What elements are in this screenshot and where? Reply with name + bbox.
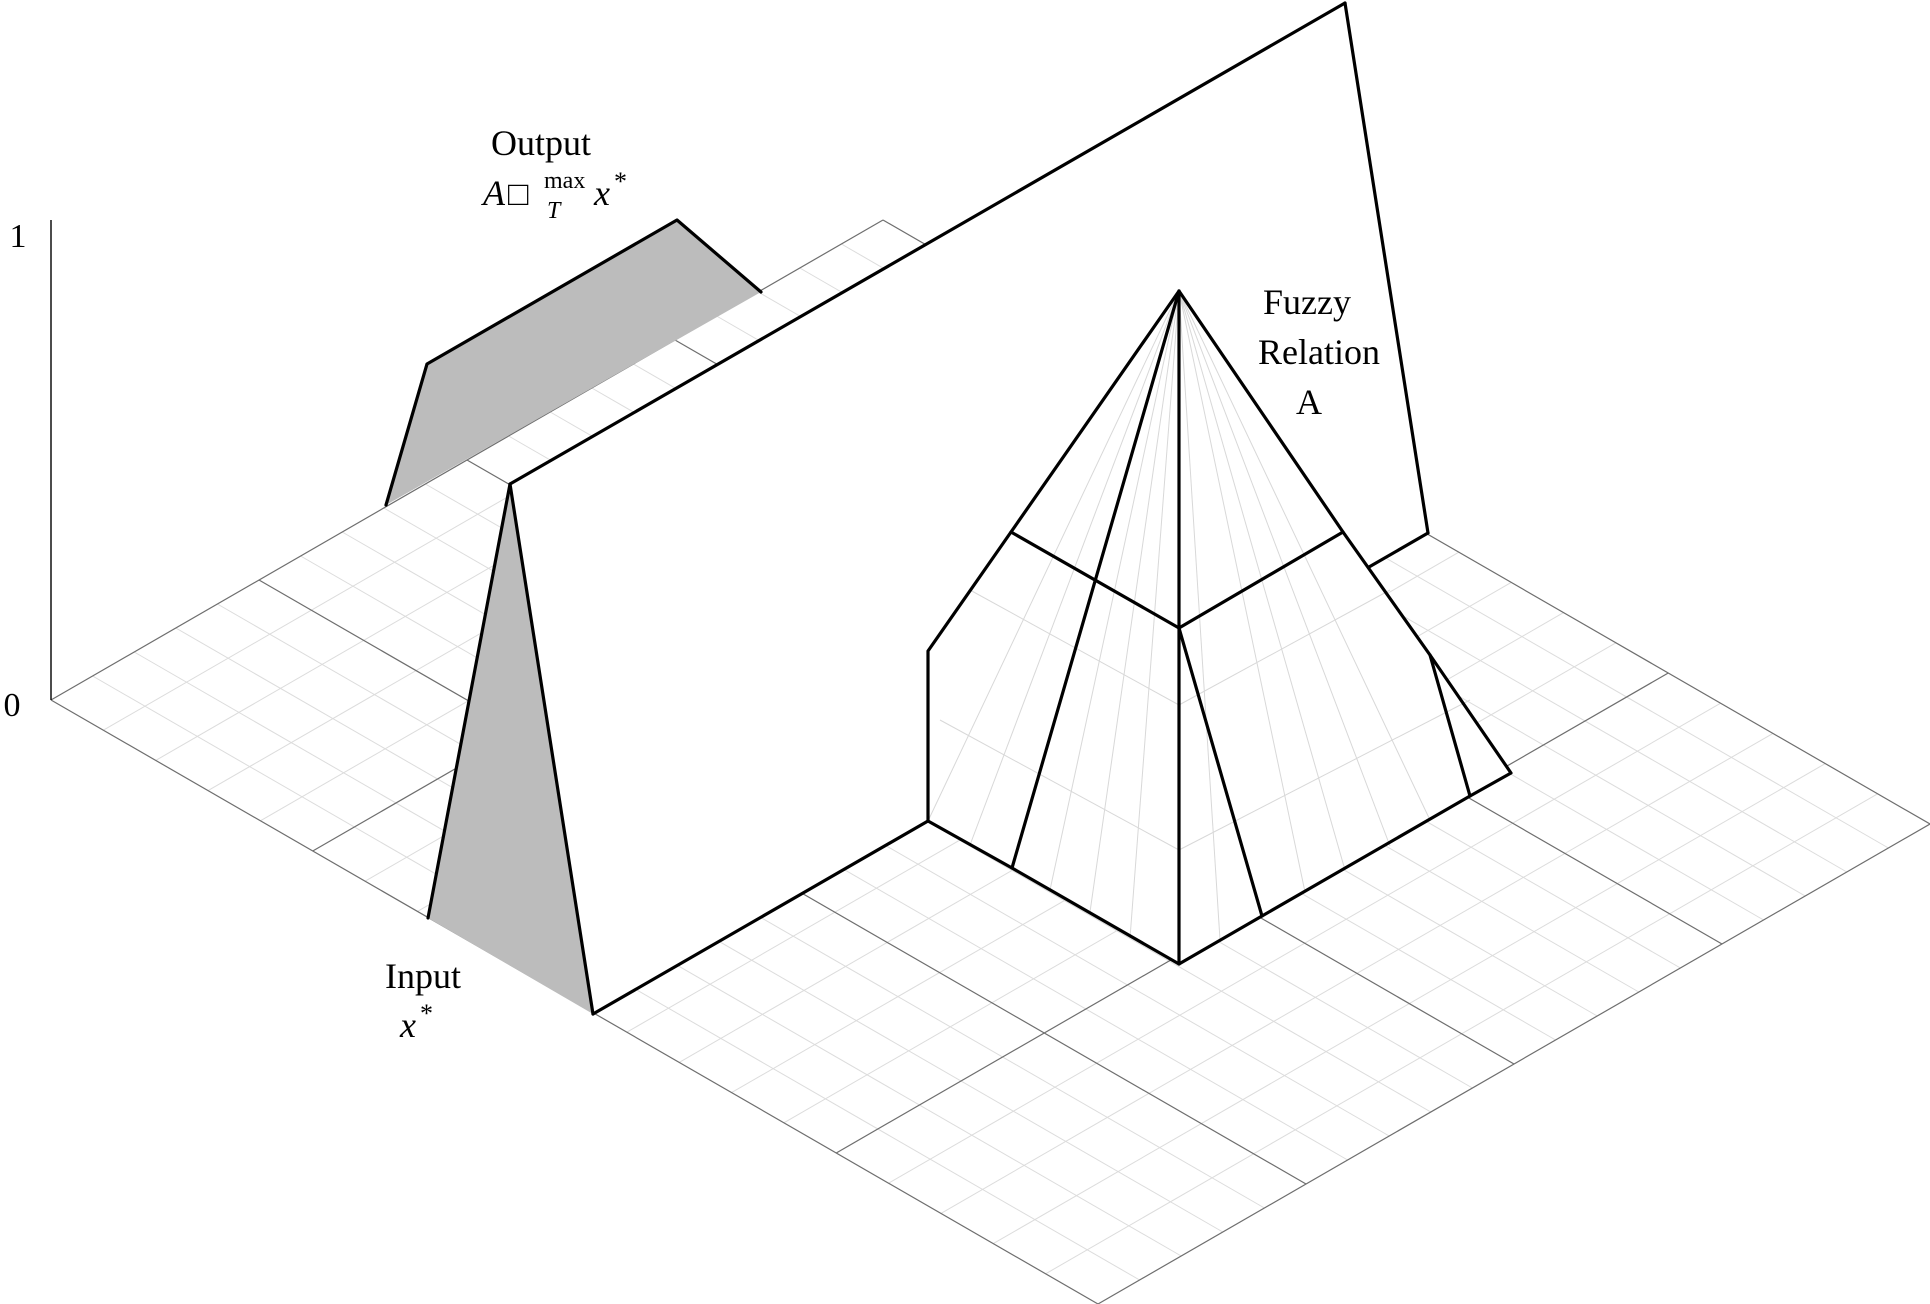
pyramid-right-lower-ridge: [1177, 626, 1264, 918]
prism-base-edge-back: [1367, 531, 1430, 569]
output-label: Output A □ max T x *: [481, 123, 627, 224]
output-outline: [384, 218, 763, 507]
tick-label-zero: 0: [4, 687, 21, 724]
prism-base-edge-front: [591, 819, 930, 1016]
output-title: Output: [491, 123, 591, 163]
axis-labels: 1 0: [4, 218, 27, 724]
input-extension-prism: [426, 1, 1430, 1016]
relation-label-line1: Fuzzy: [1263, 282, 1351, 322]
input-title: Input: [385, 956, 461, 996]
input-shaded-area: [428, 484, 593, 1014]
input-star: *: [420, 999, 433, 1028]
prism-ridge-edge: [508, 1, 1347, 486]
pyramid-mesh-line: [939, 719, 1180, 851]
prism-back-edge: [1343, 1, 1430, 535]
output-membership-shape: [384, 218, 763, 507]
pyramid-mesh-line: [1178, 589, 1391, 706]
fuzzy-relation-pyramid: [926, 289, 1513, 966]
output-formula-superscript: max: [544, 168, 585, 194]
floor-grid-line-major: [1097, 823, 1930, 1304]
output-formula-subscript: T: [547, 198, 562, 224]
pyramid-mesh-line: [1178, 290, 1391, 847]
input-label: Input x *: [385, 956, 461, 1045]
prism-face: [510, 3, 1428, 1014]
relation-label-line2: Relation: [1258, 332, 1380, 372]
input-variable: x: [399, 1005, 416, 1045]
output-formula-operator: □: [508, 176, 529, 213]
relation-label-line3: A: [1296, 382, 1322, 422]
relation-label: Fuzzy Relation A: [1258, 282, 1380, 422]
pyramid-mesh-line: [1178, 699, 1471, 851]
pyramid-far-right-ridge: [1428, 653, 1472, 798]
pyramid-body: [928, 291, 1511, 964]
output-shaded-area: [386, 220, 761, 505]
output-formula-base: A: [481, 173, 506, 213]
output-formula-star: *: [614, 167, 627, 196]
tick-label-one: 1: [10, 218, 27, 255]
output-formula-variable: x: [593, 173, 610, 213]
pyramid-outline: [926, 289, 1513, 966]
